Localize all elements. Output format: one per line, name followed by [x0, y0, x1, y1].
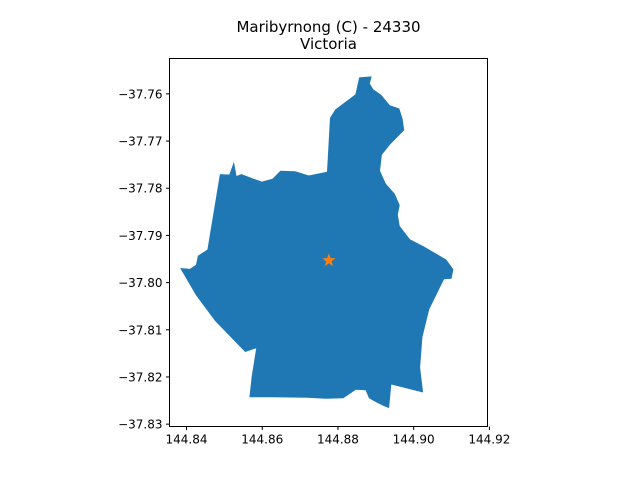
y-tick-label: −37.82	[118, 370, 162, 384]
y-tick-label: −37.79	[118, 229, 162, 243]
lga-boundary-region	[180, 76, 454, 409]
axes: 144.84 144.86 144.88 144.90 144.92 −37.76 −37.…	[118, 87, 510, 446]
x-tick-label: 144.84	[166, 433, 208, 447]
y-tick-label: −37.77	[118, 135, 162, 149]
x-tick-label: 144.92	[468, 433, 510, 447]
y-tick-label: −37.76	[118, 87, 162, 101]
y-tick-label: −37.83	[118, 418, 162, 432]
map-title: Maribyrnong (C) - 24330	[236, 18, 420, 36]
x-tick-label: 144.88	[317, 433, 359, 447]
map-subtitle: Victoria	[300, 35, 357, 53]
axes-frame	[169, 58, 488, 427]
y-tick-label: −37.81	[118, 323, 162, 337]
y-tick-label: −37.78	[118, 182, 162, 196]
plot-area	[180, 76, 454, 409]
centroid-star-marker	[322, 253, 336, 267]
y-tick-label: −37.80	[118, 276, 162, 290]
x-tick-label: 144.90	[393, 433, 435, 447]
x-tick-label: 144.86	[241, 433, 283, 447]
